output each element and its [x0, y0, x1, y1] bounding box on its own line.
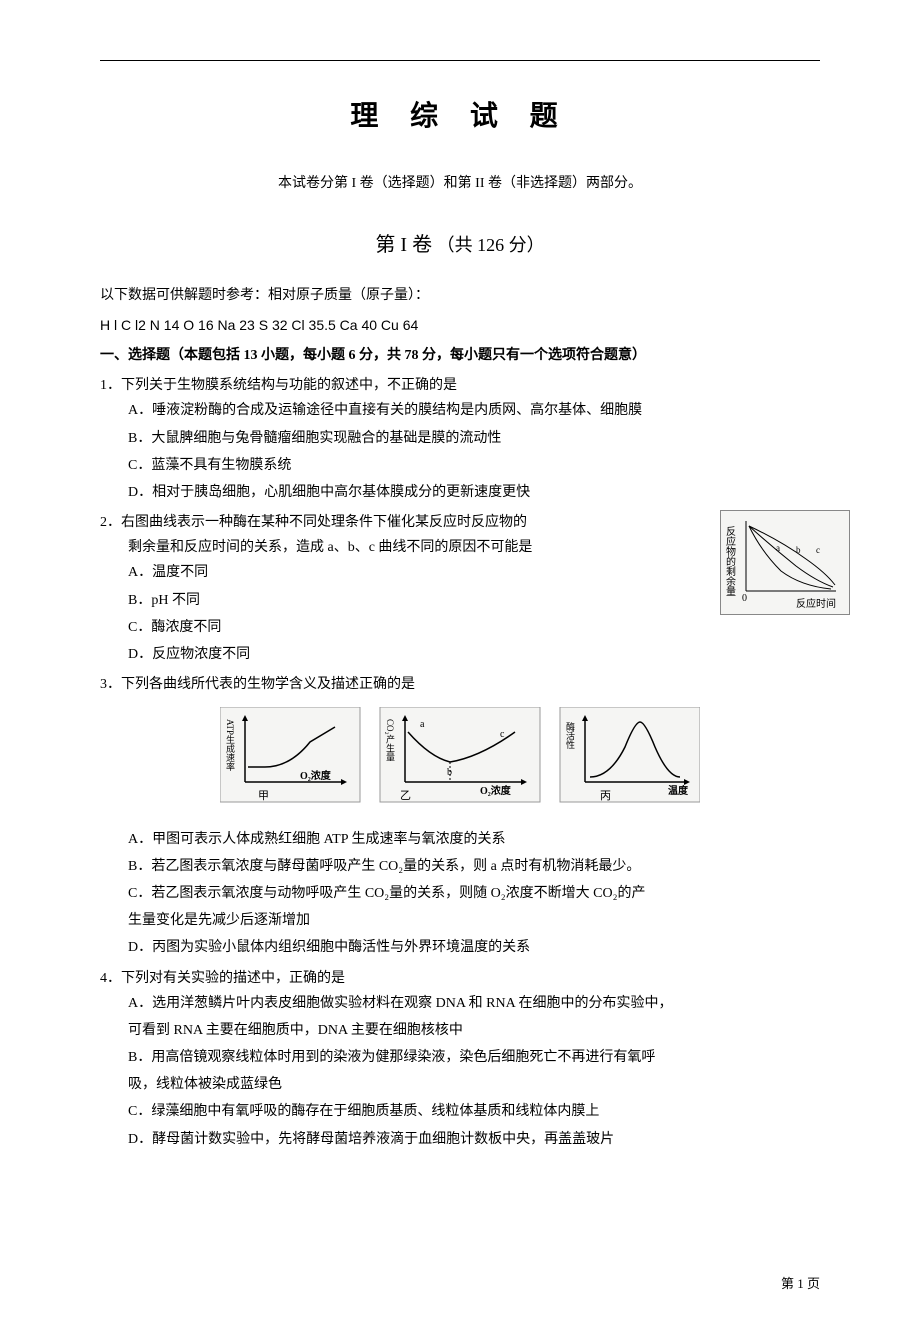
q2-option-b: B．pH 不同: [128, 588, 680, 613]
svg-text:甲: 甲: [258, 790, 269, 802]
svg-text:温度: 温度: [668, 784, 689, 797]
q1-stem: 1．下列关于生物膜系统结构与功能的叙述中，不正确的是: [100, 373, 820, 398]
svg-text:O₂浓度: O₂浓度: [480, 784, 512, 797]
q3-option-c2: 生量变化是先减少后逐渐增加: [128, 908, 820, 933]
q2-stem1: 2．右图曲线表示一种酶在某种不同处理条件下催化某反应时反应物的: [100, 510, 680, 535]
svg-text:0: 0: [742, 593, 747, 604]
q4-option-a2: 可看到 RNA 主要在细胞质中，DNA 主要在细胞核核中: [128, 1018, 820, 1043]
svg-text:a: a: [776, 543, 780, 553]
svg-text:O₂浓度: O₂浓度: [300, 769, 332, 782]
section-header: 一、选择题（本题包括 13 小题，每小题 6 分，共 78 分，每小题只有一个选…: [100, 343, 820, 368]
section-title: 第 I 卷 （共 126 分）: [100, 227, 820, 263]
q2-option-d: D．反应物浓度不同: [128, 642, 680, 667]
q1-option-c: C．蓝藻不具有生物膜系统: [128, 453, 820, 478]
q3-option-c1: C．若乙图表示氧浓度与动物呼吸产生 CO₂量的关系，则随 O₂浓度不断增大 CO…: [128, 881, 820, 906]
q2-ylabel: 反应物的剩余量: [724, 526, 736, 596]
q3-options: A．甲图可表示人体成熟红细胞 ATP 生成速率与氧浓度的关系 B．若乙图表示氧浓…: [100, 827, 820, 961]
page-title: 理 综 试 题: [100, 91, 820, 141]
top-line: [100, 60, 820, 61]
question-3: 3．下列各曲线所代表的生物学含义及描述正确的是 ATP生成速率 甲 O₂浓度 C…: [100, 672, 820, 960]
q3-graph-left: ATP生成速率 甲 O₂浓度: [220, 707, 360, 802]
q3-graph-middle: CO₂产生量 a c b 乙 O₂浓度: [380, 707, 540, 802]
q2-option-c: C．酶浓度不同: [128, 615, 680, 640]
q3-stem: 3．下列各曲线所代表的生物学含义及描述正确的是: [100, 672, 820, 697]
q3-option-a: A．甲图可表示人体成熟红细胞 ATP 生成速率与氧浓度的关系: [128, 827, 820, 852]
q4-option-b2: 吸，线粒体被染成蓝绿色: [128, 1072, 820, 1097]
q4-option-b1: B．用高倍镜观察线粒体时用到的染液为健那绿染液，染色后细胞死亡不再进行有氧呼: [128, 1045, 820, 1070]
q4-stem: 4．下列对有关实验的描述中，正确的是: [100, 966, 820, 991]
subtitle: 本试卷分第 I 卷（选择题）和第 II 卷（非选择题）两部分。: [100, 171, 820, 196]
q1-option-d: D．相对于胰岛细胞，心肌细胞中高尔基体膜成分的更新速度更快: [128, 480, 820, 505]
svg-text:b: b: [447, 767, 452, 778]
q2-stem2: 剩余量和反应时间的关系，造成 a、b、c 曲线不同的原因不可能是: [100, 535, 680, 560]
svg-text:c: c: [816, 545, 820, 555]
q4-option-c: C．绿藻细胞中有氧呼吸的酶存在于细胞质基质、线粒体基质和线粒体内膜上: [128, 1099, 820, 1124]
q4-option-d: D．酵母菌计数实验中，先将酵母菌培养液滴于血细胞计数板中央，再盖盖玻片: [128, 1127, 820, 1152]
svg-text:a: a: [420, 719, 425, 730]
intro-text: 以下数据可供解题时参考：相对原子质量（原子量）：: [100, 283, 820, 308]
q3-option-d: D．丙图为实验小鼠体内组织细胞中酶活性与外界环境温度的关系: [128, 935, 820, 960]
q1-options: A．唾液淀粉酶的合成及运输途径中直接有关的膜结构是内质网、高尔基体、细胞膜 B．…: [100, 398, 820, 505]
q3-graphs: ATP生成速率 甲 O₂浓度 CO₂产生量 a c: [100, 707, 820, 816]
section-sub: （共 126 分）: [437, 235, 545, 255]
svg-text:CO₂产生量: CO₂产生量: [385, 719, 395, 762]
q3-option-b: B．若乙图表示氧浓度与酵母菌呼吸产生 CO₂量的关系，则 a 点时有机物消耗最少…: [128, 854, 820, 879]
svg-text:c: c: [500, 729, 505, 740]
svg-text:ATP生成速率: ATP生成速率: [225, 719, 235, 772]
question-4: 4．下列对有关实验的描述中，正确的是 A．选用洋葱鳞片叶内表皮细胞做实验材料在观…: [100, 966, 820, 1152]
q2-options: A．温度不同 B．pH 不同 C．酶浓度不同 D．反应物浓度不同: [100, 560, 680, 667]
svg-text:b: b: [796, 545, 801, 555]
q1-option-a: A．唾液淀粉酶的合成及运输途径中直接有关的膜结构是内质网、高尔基体、细胞膜: [128, 398, 820, 423]
q4-option-a1: A．选用洋葱鳞片叶内表皮细胞做实验材料在观察 DNA 和 RNA 在细胞中的分布…: [128, 991, 820, 1016]
page-number: 第 1 页: [100, 1272, 820, 1295]
svg-text:丙: 丙: [600, 790, 611, 802]
question-1: 1．下列关于生物膜系统结构与功能的叙述中，不正确的是 A．唾液淀粉酶的合成及运输…: [100, 373, 820, 505]
atomic-data: H l C l2 N 14 O 16 Na 23 S 32 Cl 35.5 Ca…: [100, 313, 820, 338]
q2-xlabel: 反应时间: [796, 597, 836, 610]
q4-options: A．选用洋葱鳞片叶内表皮细胞做实验材料在观察 DNA 和 RNA 在细胞中的分布…: [100, 991, 820, 1152]
q3-graph-right: 酶活性 丙 温度: [560, 707, 700, 802]
q1-option-b: B．大鼠脾细胞与兔骨髓瘤细胞实现融合的基础是膜的流动性: [128, 426, 820, 451]
question-2: 反应物的剩余量 0 a b c 反应时间 2．右图曲线表示一种酶在某种不同处理条…: [100, 510, 820, 667]
svg-text:乙: 乙: [400, 789, 411, 802]
section-main: 第 I 卷: [375, 234, 432, 256]
q2-option-a: A．温度不同: [128, 560, 680, 585]
q2-graph: 反应物的剩余量 0 a b c 反应时间: [720, 510, 850, 615]
svg-text:酶活性: 酶活性: [565, 721, 575, 750]
